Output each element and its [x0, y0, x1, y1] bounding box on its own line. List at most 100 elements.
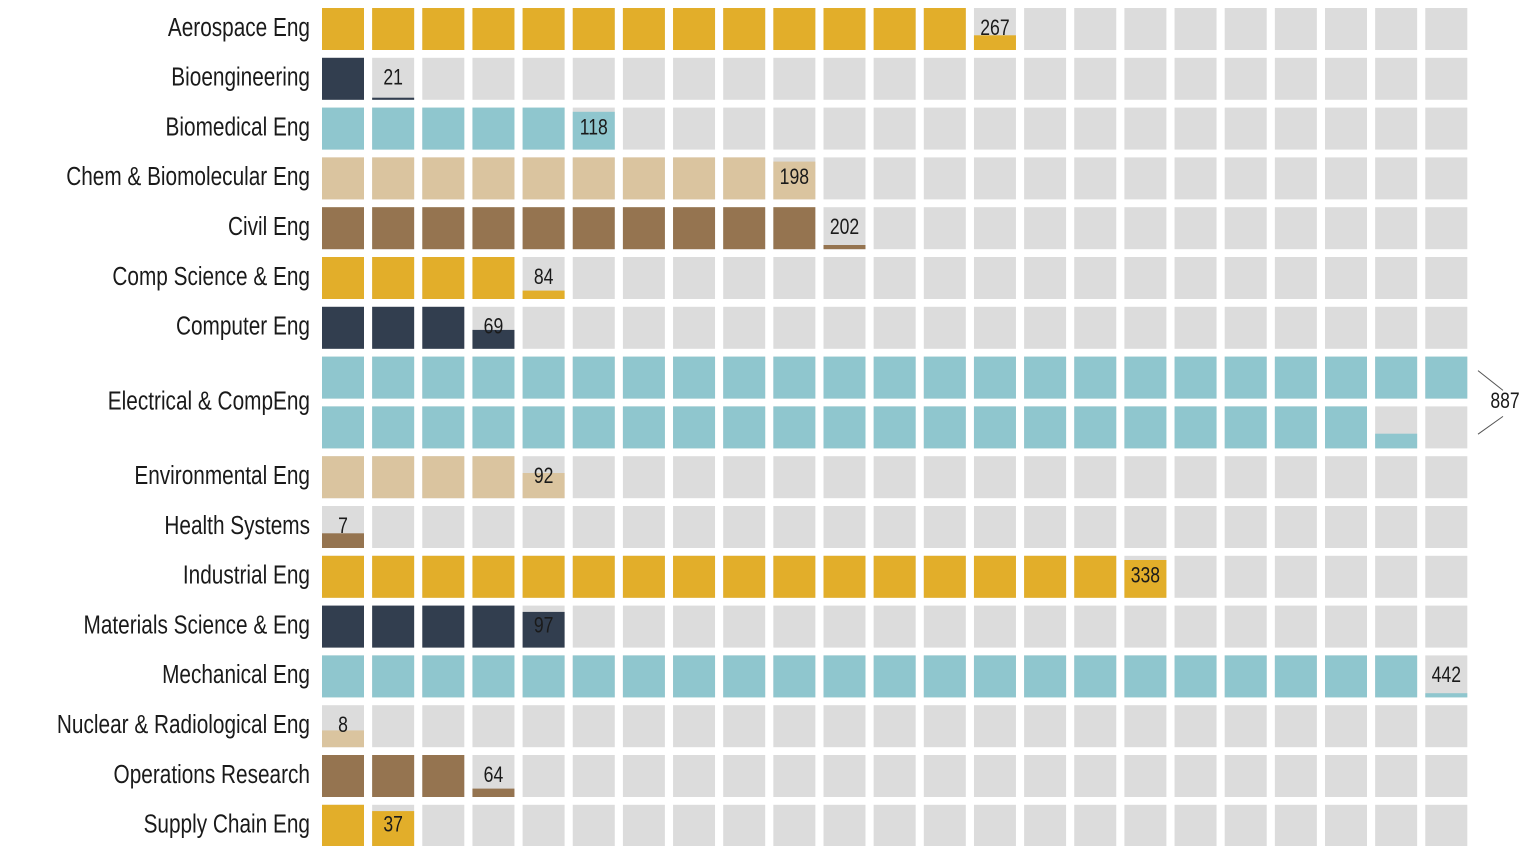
background-cell — [1425, 456, 1468, 499]
cell — [322, 555, 364, 598]
category-label: Comp Science & Eng — [112, 262, 310, 291]
background-cell — [1174, 8, 1217, 50]
background-cell — [973, 157, 1016, 200]
value-label: 69 — [484, 315, 504, 339]
cell — [1074, 555, 1117, 598]
cell — [1124, 356, 1167, 399]
background-cell — [1024, 804, 1067, 846]
cell — [472, 605, 515, 648]
background-cell — [1325, 257, 1367, 299]
background-cell — [823, 705, 866, 748]
background-cell — [1024, 8, 1067, 50]
value-label: 84 — [534, 265, 554, 289]
background-cell — [1024, 506, 1067, 548]
background-cell — [422, 57, 465, 100]
background-cell — [1325, 705, 1367, 748]
background-cell — [723, 57, 766, 100]
cell — [673, 207, 716, 250]
background-cell — [1224, 157, 1267, 200]
background-cell — [1074, 506, 1117, 548]
background-cell — [1224, 57, 1267, 100]
cell — [823, 655, 866, 698]
background-cell — [1124, 207, 1167, 250]
cell — [923, 356, 966, 399]
background-cell — [572, 57, 615, 100]
background-cell — [1224, 555, 1267, 598]
background-cell — [1024, 207, 1067, 250]
cell — [372, 306, 415, 349]
category-label: Bioengineering — [171, 62, 310, 91]
cell — [422, 107, 465, 150]
background-cell — [773, 605, 816, 648]
background-cell — [1375, 705, 1418, 748]
background-cell — [622, 605, 665, 648]
background-cell — [1274, 755, 1317, 797]
background-cell — [1124, 605, 1167, 648]
background-cell — [472, 57, 515, 100]
background-cell — [1124, 306, 1167, 349]
background-cell — [1174, 207, 1217, 250]
background-cell — [873, 705, 916, 748]
cell — [923, 655, 966, 698]
background-cell — [973, 755, 1016, 797]
cell — [322, 406, 364, 449]
cell — [1375, 356, 1418, 399]
cell — [372, 157, 415, 200]
partial-cell — [322, 730, 364, 748]
background-cell — [1174, 257, 1217, 299]
background-cell — [622, 107, 665, 150]
cell — [723, 555, 766, 598]
category-label: Computer Eng — [176, 311, 310, 340]
background-cell — [622, 306, 665, 349]
category-label: Electrical & CompEng — [108, 386, 310, 415]
background-cell — [472, 705, 515, 748]
background-cell — [873, 157, 916, 200]
bracket — [1477, 370, 1504, 435]
cell — [873, 555, 916, 598]
background-cell — [1375, 456, 1418, 499]
background-cell — [973, 107, 1016, 150]
background-cell — [1425, 406, 1468, 449]
cell — [773, 406, 816, 449]
background-cell — [1325, 804, 1367, 846]
background-cell — [1425, 306, 1468, 349]
background-cell — [572, 755, 615, 797]
cell — [1124, 406, 1167, 449]
cell — [823, 555, 866, 598]
cell — [1024, 356, 1067, 399]
background-cell — [923, 755, 966, 797]
background-cell — [1325, 157, 1367, 200]
background-cell — [973, 456, 1016, 499]
cell — [372, 8, 415, 50]
background-cell — [372, 705, 415, 748]
value-label: 198 — [780, 165, 809, 189]
background-cell — [1375, 506, 1418, 548]
background-cell — [1074, 57, 1117, 100]
value-label: 118 — [580, 116, 608, 140]
cell — [372, 655, 415, 698]
cell — [1074, 406, 1117, 449]
value-label: 887 — [1490, 389, 1519, 413]
background-cell — [1425, 605, 1468, 648]
background-cell — [522, 755, 565, 797]
cell — [1074, 655, 1117, 698]
background-cell — [673, 605, 716, 648]
background-cell — [673, 107, 716, 150]
cell — [1325, 655, 1367, 698]
background-cell — [673, 804, 716, 846]
background-cell — [723, 107, 766, 150]
background-cell — [1325, 506, 1367, 548]
background-cell — [1425, 157, 1468, 200]
background-cell — [472, 506, 515, 548]
cell — [572, 207, 615, 250]
background-cell — [723, 456, 766, 499]
background-cell — [773, 456, 816, 499]
background-cell — [1124, 456, 1167, 499]
background-cell — [773, 804, 816, 846]
cell — [472, 157, 515, 200]
cell — [873, 356, 916, 399]
background-cell — [873, 257, 916, 299]
cell — [1024, 555, 1067, 598]
background-cell — [1224, 456, 1267, 499]
cell — [622, 655, 665, 698]
